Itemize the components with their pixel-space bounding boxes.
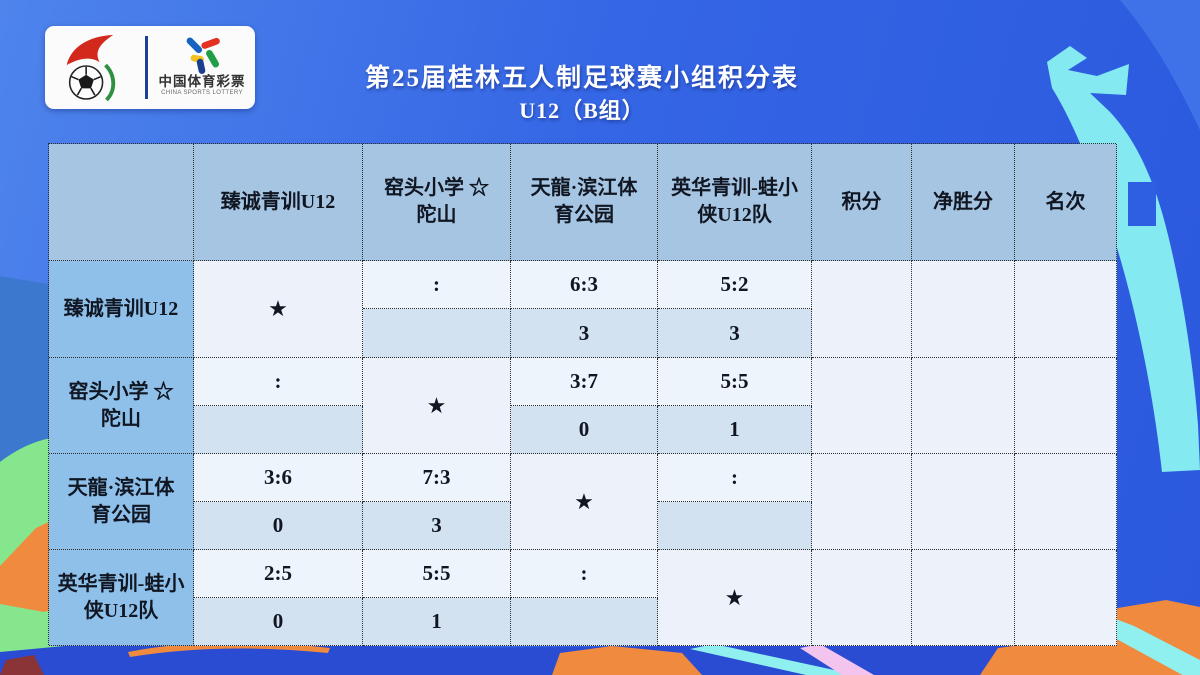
points-total-cell (812, 454, 912, 550)
points-sub-cell: 0 (511, 406, 658, 454)
orange-patch-mid (552, 646, 702, 675)
self-marker-star: ★ (194, 261, 363, 358)
points-sub-cell (363, 309, 511, 358)
football-association-logo (66, 35, 116, 102)
page-title: 第25届桂林五人制足球赛小组积分表 U12（B组） (48, 64, 1116, 126)
cyan-streak-right (1100, 616, 1200, 675)
points-sub-cell (658, 502, 812, 550)
points-sub-cell: 0 (194, 598, 363, 646)
rank-cell (1015, 358, 1117, 454)
maroon-patch (0, 655, 44, 675)
cyan-streak-mid (690, 644, 850, 675)
points-total-cell (812, 550, 912, 646)
lottery-name-en: CHINA SPORTS LOTTERY (161, 90, 243, 96)
points-sub-cell (511, 598, 658, 646)
score-cell: 2:5 (194, 550, 363, 598)
corner-cell (49, 144, 194, 261)
red-swoosh-icon (66, 35, 114, 66)
points-sub-cell: 3 (511, 309, 658, 358)
team-row-header: 窑头小学 ☆ 陀山 (49, 358, 194, 454)
column-header-points: 积分 (812, 144, 912, 261)
goal-diff-cell (912, 261, 1015, 358)
goal-diff-cell (912, 358, 1015, 454)
rank-cell (1015, 550, 1117, 646)
column-header-team-1: 臻诚青训U12 (194, 144, 363, 261)
score-cell: 3:7 (511, 358, 658, 406)
score-cell: 7:3 (363, 454, 511, 502)
goal-diff-cell (912, 454, 1015, 550)
points-total-cell (812, 261, 912, 358)
points-sub-cell: 1 (363, 598, 511, 646)
arm-notch (1128, 182, 1156, 226)
lottery-name-cn: 中国体育彩票 (158, 74, 246, 89)
score-cell: : (363, 261, 511, 309)
corner-sheen (1120, 0, 1200, 130)
score-cell: 3:6 (194, 454, 363, 502)
self-marker-star: ★ (363, 358, 511, 454)
points-sub-cell: 1 (658, 406, 812, 454)
team-row-header: 英华青训-蛙小 侠U12队 (49, 550, 194, 646)
soccer-ball-icon (68, 65, 104, 100)
score-cell: : (658, 454, 812, 502)
points-sub-cell (194, 406, 363, 454)
self-marker-star: ★ (511, 454, 658, 550)
team-row-header: 臻诚青训U12 (49, 261, 194, 358)
goal-diff-cell (912, 550, 1015, 646)
column-header-team-2: 窑头小学 ☆ 陀山 (363, 144, 511, 261)
laurel-arc (104, 63, 116, 102)
score-cell: 5:5 (658, 358, 812, 406)
rank-cell (1015, 454, 1117, 550)
orange-streak-left (128, 642, 330, 657)
column-header-team-4: 英华青训-蛙小 侠U12队 (658, 144, 812, 261)
score-cell: 5:2 (658, 261, 812, 309)
standings-table: 臻诚青训U12 窑头小学 ☆ 陀山 天龍·滨江体 育公园 英华青训-蛙小 侠U1… (48, 143, 1117, 646)
points-total-cell (812, 358, 912, 454)
column-header-goal-diff: 净胜分 (912, 144, 1015, 261)
points-sub-cell: 3 (658, 309, 812, 358)
score-cell: : (511, 550, 658, 598)
logo-divider (145, 36, 148, 99)
lottery-star-icon (186, 37, 220, 74)
team-row-header: 天龍·滨江体 育公园 (49, 454, 194, 550)
tournament-title: 第25届桂林五人制足球赛小组积分表 (364, 65, 799, 92)
points-sub-cell: 3 (363, 502, 511, 550)
column-header-rank: 名次 (1015, 144, 1117, 261)
score-cell: 5:5 (363, 550, 511, 598)
sports-lottery-logo: 中国体育彩票 CHINA SPORTS LOTTERY (153, 28, 251, 107)
score-cell: 6:3 (511, 261, 658, 309)
pink-streak (800, 644, 874, 675)
score-cell: : (194, 358, 363, 406)
logo-card: 中国体育彩票 CHINA SPORTS LOTTERY (45, 26, 255, 109)
column-header-team-3: 天龍·滨江体 育公园 (511, 144, 658, 261)
group-subtitle: U12（B组） (519, 98, 645, 123)
points-sub-cell: 0 (194, 502, 363, 550)
self-marker-star: ★ (658, 550, 812, 646)
rank-cell (1015, 261, 1117, 358)
